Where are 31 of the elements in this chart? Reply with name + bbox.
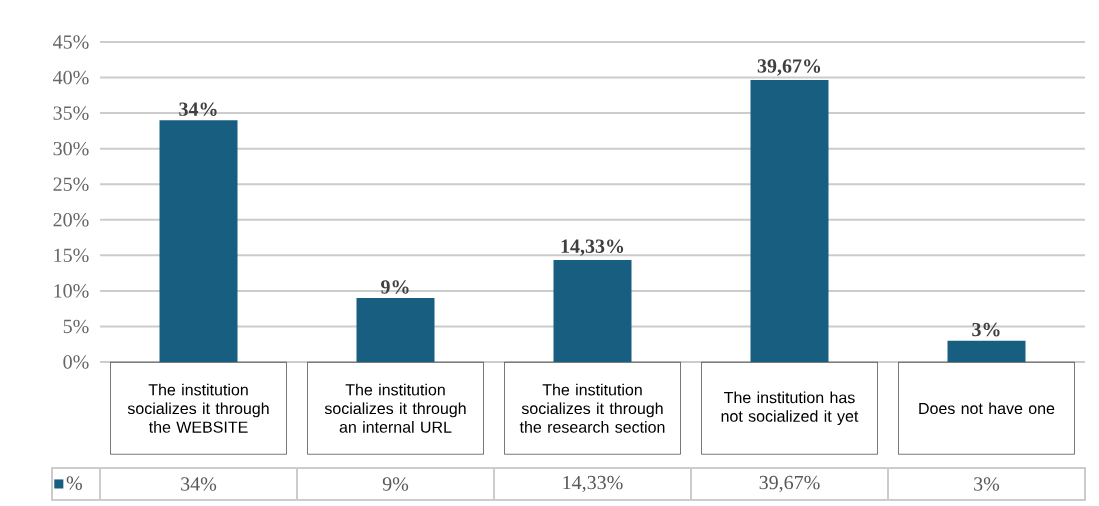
y-tick-label: 15%: [54, 248, 89, 263]
text: 34%: [179, 102, 217, 116]
y-tick-label: 0%: [63, 355, 89, 369]
y-tick-label: 30%: [53, 141, 89, 156]
y-tick-label: 20%: [53, 212, 89, 227]
data-label: 39,67%: [759, 475, 820, 493]
text: 14,33%: [561, 239, 624, 256]
x-tick-label: Does not have one: [919, 402, 1055, 415]
bar: [159, 120, 238, 362]
x-tick-label: The institution socializes it through the WEBSITE: [127, 383, 269, 433]
bar: [553, 260, 632, 362]
x-tick-label: The institution has not socialized it yet: [721, 391, 859, 426]
x-tick-label: The institution socializes it through the research section: [519, 383, 665, 433]
x-tick-label: The institution socializes it through an internal URL: [324, 383, 466, 433]
text: 9%: [381, 280, 409, 294]
data-label: 14,33%: [563, 475, 623, 493]
data-label: 34%: [181, 477, 217, 491]
y-tick-label: 25%: [53, 177, 89, 192]
y-tick-label: 40%: [53, 70, 89, 85]
bar: [750, 79, 829, 362]
y-tick-label: 45%: [53, 35, 89, 49]
legend-label: %: [66, 476, 82, 490]
text: 39,67%: [757, 59, 821, 76]
data-label: 9%: [382, 477, 409, 491]
text: 3%: [972, 322, 1000, 337]
y-tick-label: 5%: [63, 319, 89, 334]
data-label: 3%: [974, 477, 1000, 491]
y-tick-label: 10%: [54, 284, 89, 298]
bar: [356, 297, 435, 362]
y-tick-label: 35%: [53, 106, 89, 120]
bar: [947, 340, 1026, 362]
